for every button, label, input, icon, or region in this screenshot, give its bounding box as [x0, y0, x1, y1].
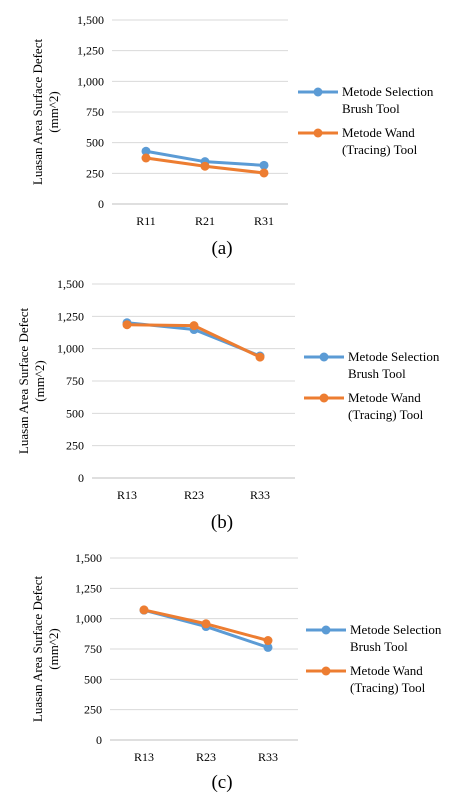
y-axis-label: Luasan Area Surface Defect(mm^2)	[30, 576, 61, 723]
legend-marker	[321, 666, 331, 676]
y-tick-label: 750	[84, 642, 102, 656]
legend-marker	[319, 352, 329, 362]
y-tick-label: 500	[86, 136, 104, 150]
chart-panel-c: 0 250 500 750 1,000 1,250 1,500 R13 R23 R33 Luasan…	[30, 551, 442, 793]
legend-marker	[319, 393, 329, 403]
panel-caption: (c)	[211, 772, 232, 793]
y-tick-label: 1,250	[57, 309, 84, 323]
y-tick-label: 250	[86, 166, 104, 180]
legend-label-line: Metode Wand	[342, 125, 415, 140]
data-point	[139, 605, 149, 615]
data-point	[122, 320, 132, 330]
legend-label-line: Metode Wand	[350, 663, 423, 678]
x-tick-label: R21	[195, 214, 215, 228]
legend-label: Metode Selection Brush Tool	[342, 84, 434, 116]
y-axis-label-line: (mm^2)	[46, 91, 61, 132]
legend-label-line: Metode Selection	[342, 84, 434, 99]
legend-marker	[313, 128, 323, 138]
y-tick-label: 1,250	[77, 44, 104, 58]
y-tick-label: 250	[84, 703, 102, 717]
legend-label-line: Brush Tool	[342, 101, 400, 116]
x-tick-label: R23	[184, 488, 204, 502]
legend-marker	[321, 625, 331, 635]
y-axis-label-line: Luasan Area Surface Defect	[16, 308, 31, 455]
legend-label-line: Metode Selection	[348, 349, 440, 364]
data-point	[189, 321, 199, 331]
y-axis-label-line: (mm^2)	[32, 360, 47, 401]
legend-label-line: (Tracing) Tool	[348, 407, 424, 422]
y-tick-label: 250	[66, 439, 84, 453]
legend-label: Metode Wand (Tracing) Tool	[348, 390, 424, 422]
x-tick-label: R11	[136, 214, 156, 228]
y-tick-label: 1,000	[57, 342, 84, 356]
y-axis-label-line: Luasan Area Surface Defect	[30, 576, 45, 723]
legend-marker	[313, 87, 323, 97]
x-tick-label: R13	[117, 488, 137, 502]
data-point	[141, 153, 151, 163]
data-point	[201, 619, 211, 629]
y-tick-label: 0	[96, 733, 102, 747]
data-point	[263, 642, 273, 652]
x-tick-label: R23	[196, 750, 216, 764]
legend-label: Metode Wand (Tracing) Tool	[350, 663, 426, 695]
y-tick-label: 750	[66, 374, 84, 388]
data-point	[255, 352, 265, 362]
y-tick-label: 0	[78, 471, 84, 485]
data-point	[259, 160, 269, 170]
legend-label-line: (Tracing) Tool	[350, 680, 426, 695]
panel-caption: (a)	[211, 238, 232, 259]
legend-label-line: Metode Wand	[348, 390, 421, 405]
y-tick-label: 500	[84, 672, 102, 686]
y-tick-label: 750	[86, 105, 104, 119]
panel-caption: (b)	[211, 512, 233, 533]
y-tick-label: 1,000	[77, 74, 104, 88]
data-point	[141, 146, 151, 156]
x-tick-label: R33	[250, 488, 270, 502]
legend-label-line: Metode Selection	[350, 622, 442, 637]
y-tick-label: 1,500	[77, 13, 104, 27]
x-tick-label: R13	[134, 750, 154, 764]
legend-label-line: Brush Tool	[350, 639, 408, 654]
y-tick-label: 0	[98, 197, 104, 211]
chart-panel-a: 0 250 500 750 1,000 1,250 1,500 R11 R21 R31 Luasan…	[30, 13, 434, 259]
y-axis-label: Luasan Area Surface Defect(mm^2)	[30, 39, 61, 186]
chart-panel-b: 0 250 500 750 1,000 1,250 1,500 R13 R23 R33 Luasan…	[16, 277, 440, 533]
x-tick-label: R31	[254, 214, 274, 228]
y-tick-label: 500	[66, 406, 84, 420]
x-tick-label: R33	[258, 750, 278, 764]
legend-label-line: (Tracing) Tool	[342, 142, 418, 157]
legend-label-line: Brush Tool	[348, 366, 406, 381]
y-axis-label-line: (mm^2)	[46, 628, 61, 669]
data-point	[263, 636, 273, 646]
y-tick-label: 1,500	[75, 551, 102, 565]
data-point	[200, 161, 210, 171]
data-point	[259, 168, 269, 178]
y-tick-label: 1,000	[75, 612, 102, 626]
y-axis-label-line: Luasan Area Surface Defect	[30, 39, 45, 186]
y-tick-label: 1,250	[75, 581, 102, 595]
legend-label: Metode Selection Brush Tool	[348, 349, 440, 381]
y-axis-label: Luasan Area Surface Defect(mm^2)	[16, 308, 47, 455]
y-tick-label: 1,500	[57, 277, 84, 291]
legend-label: Metode Wand (Tracing) Tool	[342, 125, 418, 157]
legend-label: Metode Selection Brush Tool	[350, 622, 442, 654]
